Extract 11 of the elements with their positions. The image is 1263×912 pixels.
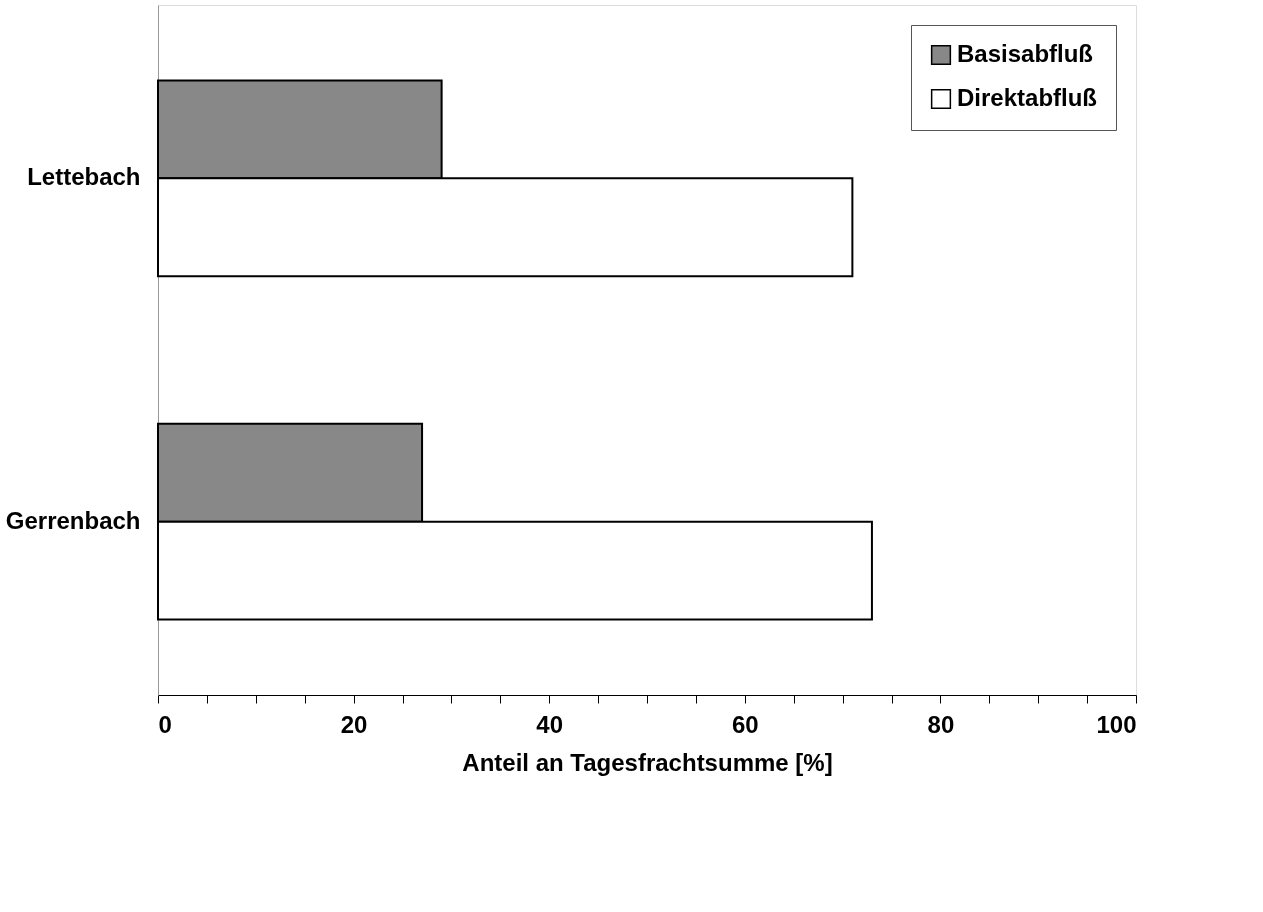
- x-tick-label: 100: [1096, 710, 1137, 738]
- y-tick-label: Lettebach: [27, 163, 141, 191]
- y-tick-label: Gerrenbach: [5, 506, 141, 534]
- x-tick-label: 40: [536, 710, 564, 738]
- x-tick-label: 80: [927, 710, 955, 738]
- legend-label: Basisabfluß: [957, 40, 1094, 67]
- x-tick-label: 0: [158, 710, 172, 738]
- x-axis-title: Anteil an Tagesfrachtsumme [%]: [462, 748, 833, 776]
- x-tick-label: 20: [340, 710, 368, 738]
- x-tick-label: 60: [731, 710, 759, 738]
- legend-label: Direktabfluß: [957, 84, 1098, 111]
